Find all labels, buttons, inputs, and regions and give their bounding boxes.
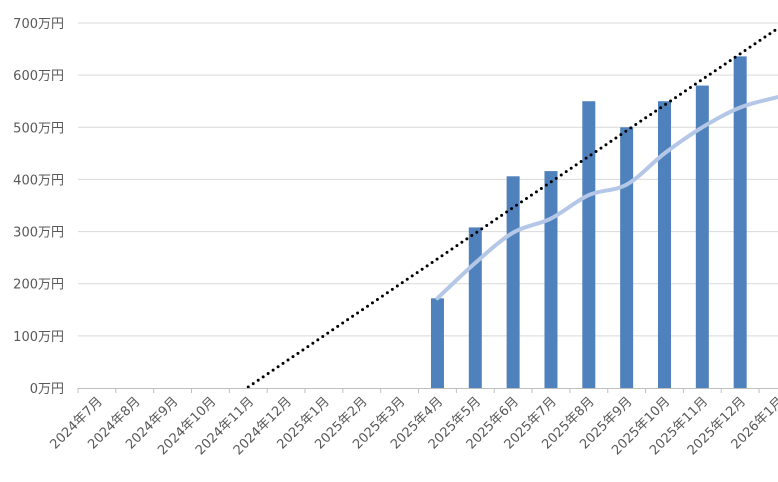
y-tick-label: 600万円 — [13, 69, 64, 84]
series-line — [435, 95, 778, 301]
y-tick-label: 200万円 — [13, 278, 64, 293]
bar — [544, 171, 558, 388]
trend-line — [246, 26, 778, 389]
bar — [468, 227, 482, 388]
y-tick-label: 400万円 — [13, 173, 64, 188]
y-tick-label: 300万円 — [13, 226, 64, 241]
bar — [430, 298, 444, 388]
y-tick-label: 500万円 — [13, 121, 64, 136]
bar — [695, 85, 709, 389]
bar — [657, 101, 671, 388]
bar — [733, 56, 747, 388]
y-tick-label: 700万円 — [13, 17, 64, 32]
bar — [506, 176, 520, 388]
y-tick-label: 0万円 — [30, 382, 64, 397]
bar — [620, 127, 634, 389]
y-tick-label: 100万円 — [13, 330, 64, 345]
bar — [582, 101, 596, 388]
